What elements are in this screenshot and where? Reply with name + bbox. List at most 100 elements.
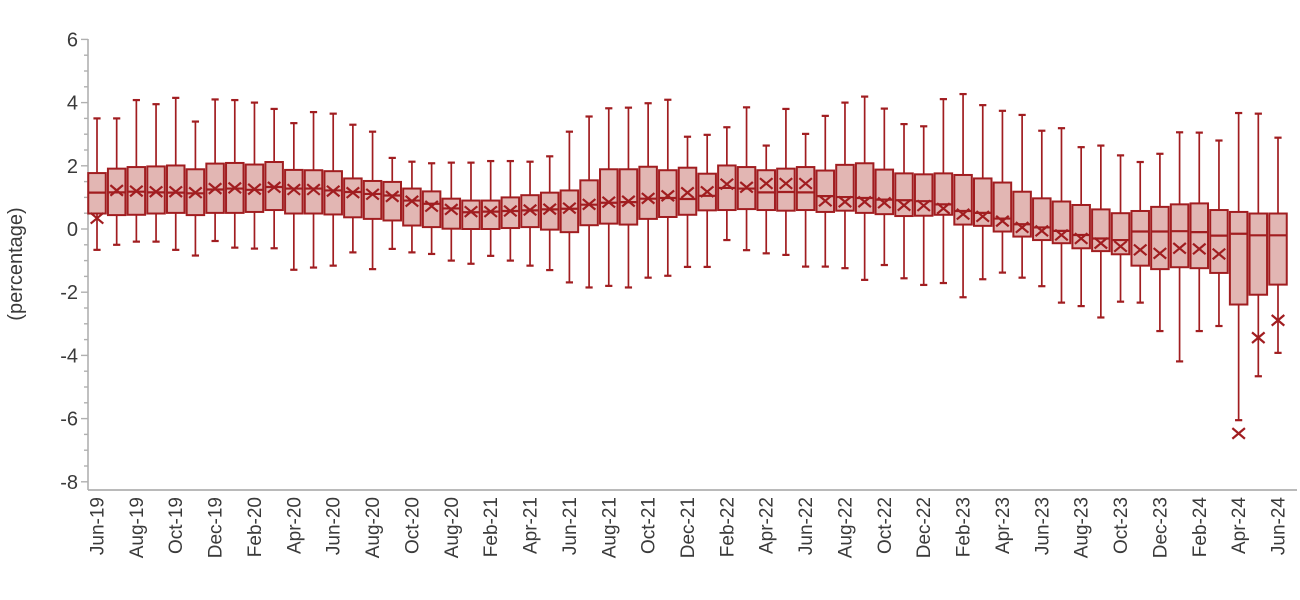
iqr-box xyxy=(894,172,914,218)
mean-x-marker-icon xyxy=(1231,427,1246,440)
boxplot-month-45 xyxy=(953,92,973,299)
x-tick-label-11-Apr-20: Apr-20 xyxy=(284,497,305,554)
mean-x-marker-icon xyxy=(1074,232,1089,245)
boxplot-month-8 xyxy=(225,98,245,249)
boxplot-month-26 xyxy=(579,115,599,289)
mean-x-marker-icon xyxy=(1192,242,1207,256)
mean-x-marker-icon xyxy=(306,183,321,196)
x-tick-label-3-Aug-19: Aug-19 xyxy=(127,497,148,558)
boxplot-month-22 xyxy=(500,159,521,262)
x-tick-label-51-Aug-23: Aug-23 xyxy=(1072,497,1093,558)
mean-x-marker-icon xyxy=(267,181,282,194)
iqr-box xyxy=(992,181,1013,233)
mean-x-marker-icon xyxy=(778,177,793,190)
mean-x-marker-icon xyxy=(129,184,144,198)
iqr-box xyxy=(835,163,855,212)
mean-x-marker-icon xyxy=(582,198,597,211)
mean-x-marker-icon xyxy=(1015,221,1030,234)
iqr-box xyxy=(480,199,501,230)
iqr-box xyxy=(1110,212,1131,256)
boxplot-month-9 xyxy=(244,101,265,250)
mean-x-marker-icon xyxy=(1093,237,1108,250)
mean-x-marker-icon xyxy=(404,195,419,208)
boxplot-month-54 xyxy=(1130,160,1150,304)
boxplot-month-42 xyxy=(894,122,914,280)
boxplot-month-61 xyxy=(1268,136,1288,354)
iqr-box xyxy=(874,168,895,216)
iqr-box xyxy=(1012,190,1032,238)
boxplot-month-50 xyxy=(1051,127,1072,304)
x-tick-label-7-Dec-19: Dec-19 xyxy=(206,497,227,558)
mean-x-marker-icon xyxy=(641,192,656,205)
x-tick-label-49-Jun-23: Jun-23 xyxy=(1032,497,1053,555)
x-tick-label-5-Oct-19: Oct-19 xyxy=(166,497,187,554)
iqr-box xyxy=(1248,212,1269,296)
boxplot-month-28 xyxy=(618,106,639,289)
boxplot-month-53 xyxy=(1110,154,1131,303)
boxplot-month-32 xyxy=(697,133,717,269)
boxplot-month-25 xyxy=(559,130,580,284)
boxplot-month-6 xyxy=(185,120,206,257)
iqr-box xyxy=(599,168,619,225)
boxplot-month-19 xyxy=(441,161,462,262)
y-tick-label-4: 4 xyxy=(67,93,78,115)
boxplot-month-60 xyxy=(1248,112,1269,378)
boxplot-month-4 xyxy=(146,103,166,243)
x-tick-label-19-Aug-20: Aug-20 xyxy=(442,497,463,558)
boxplot-month-15 xyxy=(362,130,383,271)
mean-x-marker-icon xyxy=(444,203,459,216)
iqr-box xyxy=(461,199,481,230)
x-tick-label-15-Aug-20: Aug-20 xyxy=(363,497,384,558)
boxplot-month-27 xyxy=(599,107,619,287)
mean-x-marker-icon xyxy=(1270,314,1286,327)
boxplot-month-51 xyxy=(1071,146,1091,308)
mean-x-marker-icon xyxy=(739,181,754,194)
iqr-box xyxy=(579,179,599,227)
mean-x-marker-icon xyxy=(562,202,577,215)
mean-x-marker-icon xyxy=(286,183,301,196)
iqr-box xyxy=(1228,210,1249,306)
boxplot-month-16 xyxy=(382,156,402,251)
x-tick-label-37-Jun-22: Jun-22 xyxy=(796,497,817,555)
iqr-box xyxy=(1268,212,1288,286)
boxplot-month-44 xyxy=(933,98,954,285)
boxplot-month-36 xyxy=(776,107,796,257)
iqr-box xyxy=(559,189,580,234)
x-tick-label-57-Feb-24: Feb-24 xyxy=(1190,497,1211,558)
iqr-box xyxy=(402,187,422,227)
axes-group: -8 -6 -4 -2 0 2 4 6 Jun-19 Aug-19 Oct-19 Dec-19 Feb-… xyxy=(60,29,1297,558)
mean-x-marker-icon xyxy=(168,185,183,198)
iqr-box xyxy=(618,168,639,226)
mean-x-marker-icon xyxy=(542,202,557,216)
iqr-box xyxy=(500,196,521,230)
x-tick-label-35-Apr-22: Apr-22 xyxy=(757,497,778,554)
mean-x-marker-icon xyxy=(621,195,636,208)
x-tick-label-53-Oct-23: Oct-23 xyxy=(1111,497,1132,554)
boxplot-month-49 xyxy=(1032,129,1052,288)
iqr-box xyxy=(776,167,796,212)
iqr-box xyxy=(421,190,442,229)
mean-x-marker-icon xyxy=(857,195,872,208)
boxplot-month-18 xyxy=(421,162,442,256)
mean-x-marker-icon xyxy=(1113,240,1128,253)
mean-x-marker-icon xyxy=(837,195,852,208)
boxplot-month-13 xyxy=(323,112,343,267)
y-tick-label-6: 6 xyxy=(67,29,78,51)
mean-x-marker-icon xyxy=(680,186,695,199)
mean-x-marker-icon xyxy=(345,186,360,199)
iqr-box xyxy=(1032,197,1052,242)
mean-x-marker-icon xyxy=(916,199,931,212)
boxplot-month-21 xyxy=(480,159,501,257)
boxplot-month-52 xyxy=(1091,144,1111,319)
iqr-box xyxy=(953,173,973,226)
mean-x-marker-icon xyxy=(424,200,439,213)
mean-x-marker-icon xyxy=(385,190,400,203)
boxplot-month-20 xyxy=(461,161,481,265)
boxplot-month-1 xyxy=(87,117,107,251)
x-tick-label-29-Oct-21: Oct-21 xyxy=(639,497,660,554)
mean-x-marker-icon xyxy=(1054,228,1069,242)
y-tick-label-0: 0 xyxy=(67,219,78,241)
x-tick-label-59-Apr-24: Apr-24 xyxy=(1229,497,1250,554)
